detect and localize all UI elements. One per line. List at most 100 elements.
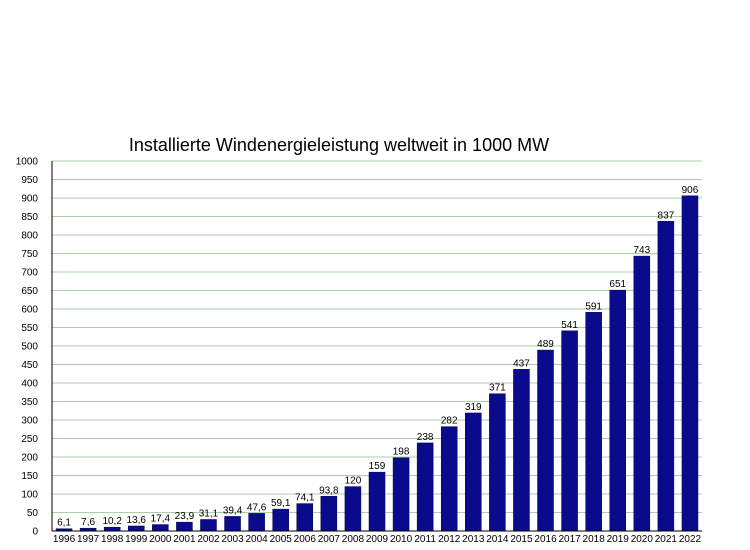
y-tick-label: 50 xyxy=(27,508,39,519)
x-tick-label: 2018 xyxy=(583,534,606,545)
y-tick-label: 800 xyxy=(21,231,38,242)
bar xyxy=(248,513,265,532)
data-label: 39,4 xyxy=(223,505,243,516)
data-label: 23,9 xyxy=(175,511,195,522)
bar xyxy=(224,516,241,532)
data-label: 13,6 xyxy=(127,515,147,526)
x-tick-label: 2000 xyxy=(149,534,172,545)
y-tick-label: 450 xyxy=(21,360,38,371)
x-tick-label: 2010 xyxy=(390,534,413,545)
data-label: 238 xyxy=(417,432,434,443)
x-tick-label: 2022 xyxy=(679,534,702,545)
data-label: 591 xyxy=(585,301,602,312)
data-label: 743 xyxy=(633,245,650,256)
x-tick-label: 2002 xyxy=(197,534,220,545)
x-tick-label: 2008 xyxy=(342,534,365,545)
y-tick-label: 700 xyxy=(21,268,38,279)
x-tick-label: 1996 xyxy=(53,534,76,545)
data-label: 59,1 xyxy=(271,498,291,509)
y-axis-tick-labels: 0 50 100 150 200 250 300 350 400 450 500 550 600 650 7… xyxy=(16,157,39,538)
y-tick-label: 250 xyxy=(21,434,38,445)
data-label: 10,2 xyxy=(102,516,122,527)
x-tick-label: 2013 xyxy=(462,534,485,545)
y-tick-label: 500 xyxy=(21,342,38,353)
bar xyxy=(657,221,675,532)
bar xyxy=(561,330,578,532)
data-label: 120 xyxy=(345,476,362,487)
bar xyxy=(176,521,193,532)
x-tick-label: 2009 xyxy=(366,534,389,545)
bar xyxy=(128,525,145,532)
bars xyxy=(55,195,699,532)
x-tick-label: 2007 xyxy=(318,534,341,545)
x-tick-label: 2017 xyxy=(558,534,581,545)
chart-title: Installierte Windenergieleistung weltwei… xyxy=(129,135,549,155)
y-tick-label: 150 xyxy=(21,471,38,482)
x-tick-label: 2015 xyxy=(510,534,533,545)
y-tick-label: 300 xyxy=(21,416,38,427)
bar xyxy=(609,289,626,532)
data-label: 6,1 xyxy=(57,518,71,529)
data-label: 437 xyxy=(513,358,530,369)
y-tick-label: 1000 xyxy=(16,157,39,168)
data-label: 371 xyxy=(489,383,506,394)
bar xyxy=(103,526,121,532)
y-tick-label: 600 xyxy=(21,305,38,316)
x-tick-label: 2005 xyxy=(270,534,293,545)
x-tick-label: 2011 xyxy=(414,534,436,545)
bar xyxy=(296,503,314,532)
x-tick-label: 2003 xyxy=(221,534,244,545)
x-tick-label: 1999 xyxy=(125,534,148,545)
bar xyxy=(681,195,699,532)
bar xyxy=(440,426,458,532)
y-tick-label: 550 xyxy=(21,323,38,334)
bar xyxy=(200,519,217,532)
y-tick-label: 400 xyxy=(21,379,38,390)
data-label: 7,6 xyxy=(81,517,95,528)
data-label: 74,1 xyxy=(295,493,315,504)
bar xyxy=(585,312,602,532)
data-label: 319 xyxy=(465,402,482,413)
bar xyxy=(513,369,530,532)
y-tick-label: 750 xyxy=(21,249,38,260)
bar xyxy=(633,255,651,532)
x-tick-label: 2016 xyxy=(534,534,557,545)
data-label: 837 xyxy=(658,210,675,221)
bar xyxy=(152,524,169,532)
y-tick-label: 200 xyxy=(21,453,38,464)
x-tick-label: 2020 xyxy=(631,534,654,545)
x-tick-label: 2004 xyxy=(246,534,269,545)
data-label: 282 xyxy=(441,416,458,427)
y-tick-label: 0 xyxy=(32,527,38,538)
x-tick-label: 1997 xyxy=(77,534,100,545)
y-tick-label: 650 xyxy=(21,286,38,297)
x-tick-label: 2001 xyxy=(173,534,196,545)
data-label: 489 xyxy=(537,339,554,350)
y-tick-label: 900 xyxy=(21,194,38,205)
bar xyxy=(489,393,506,532)
x-tick-label: 2006 xyxy=(294,534,317,545)
x-tick-label: 2012 xyxy=(438,534,461,545)
y-tick-label: 100 xyxy=(21,490,38,501)
bar xyxy=(368,471,386,532)
data-label: 93,8 xyxy=(319,485,339,496)
y-tick-label: 350 xyxy=(21,397,38,408)
data-label: 198 xyxy=(393,447,410,458)
data-label: 541 xyxy=(561,320,578,331)
bar xyxy=(392,457,410,532)
x-axis-tick-labels: 1996 1997 1998 1999 2000 2001 2002 2003 2004 2005… xyxy=(53,534,702,545)
bar xyxy=(465,412,482,532)
bar xyxy=(537,349,554,532)
y-tick-label: 950 xyxy=(21,175,38,186)
data-label: 47,6 xyxy=(247,502,267,513)
data-label: 17,4 xyxy=(151,514,171,525)
data-label: 651 xyxy=(609,279,626,290)
data-label: 159 xyxy=(369,461,386,472)
data-label: 906 xyxy=(682,185,699,196)
x-tick-label: 1998 xyxy=(101,534,124,545)
data-labels: 6,1 7,6 10,2 13,6 17,4 23,9 31,1 39,4 47,6 59,1 74… xyxy=(57,185,699,529)
y-tick-label: 850 xyxy=(21,212,38,223)
x-tick-label: 2019 xyxy=(607,534,630,545)
grid-lines xyxy=(52,160,702,513)
